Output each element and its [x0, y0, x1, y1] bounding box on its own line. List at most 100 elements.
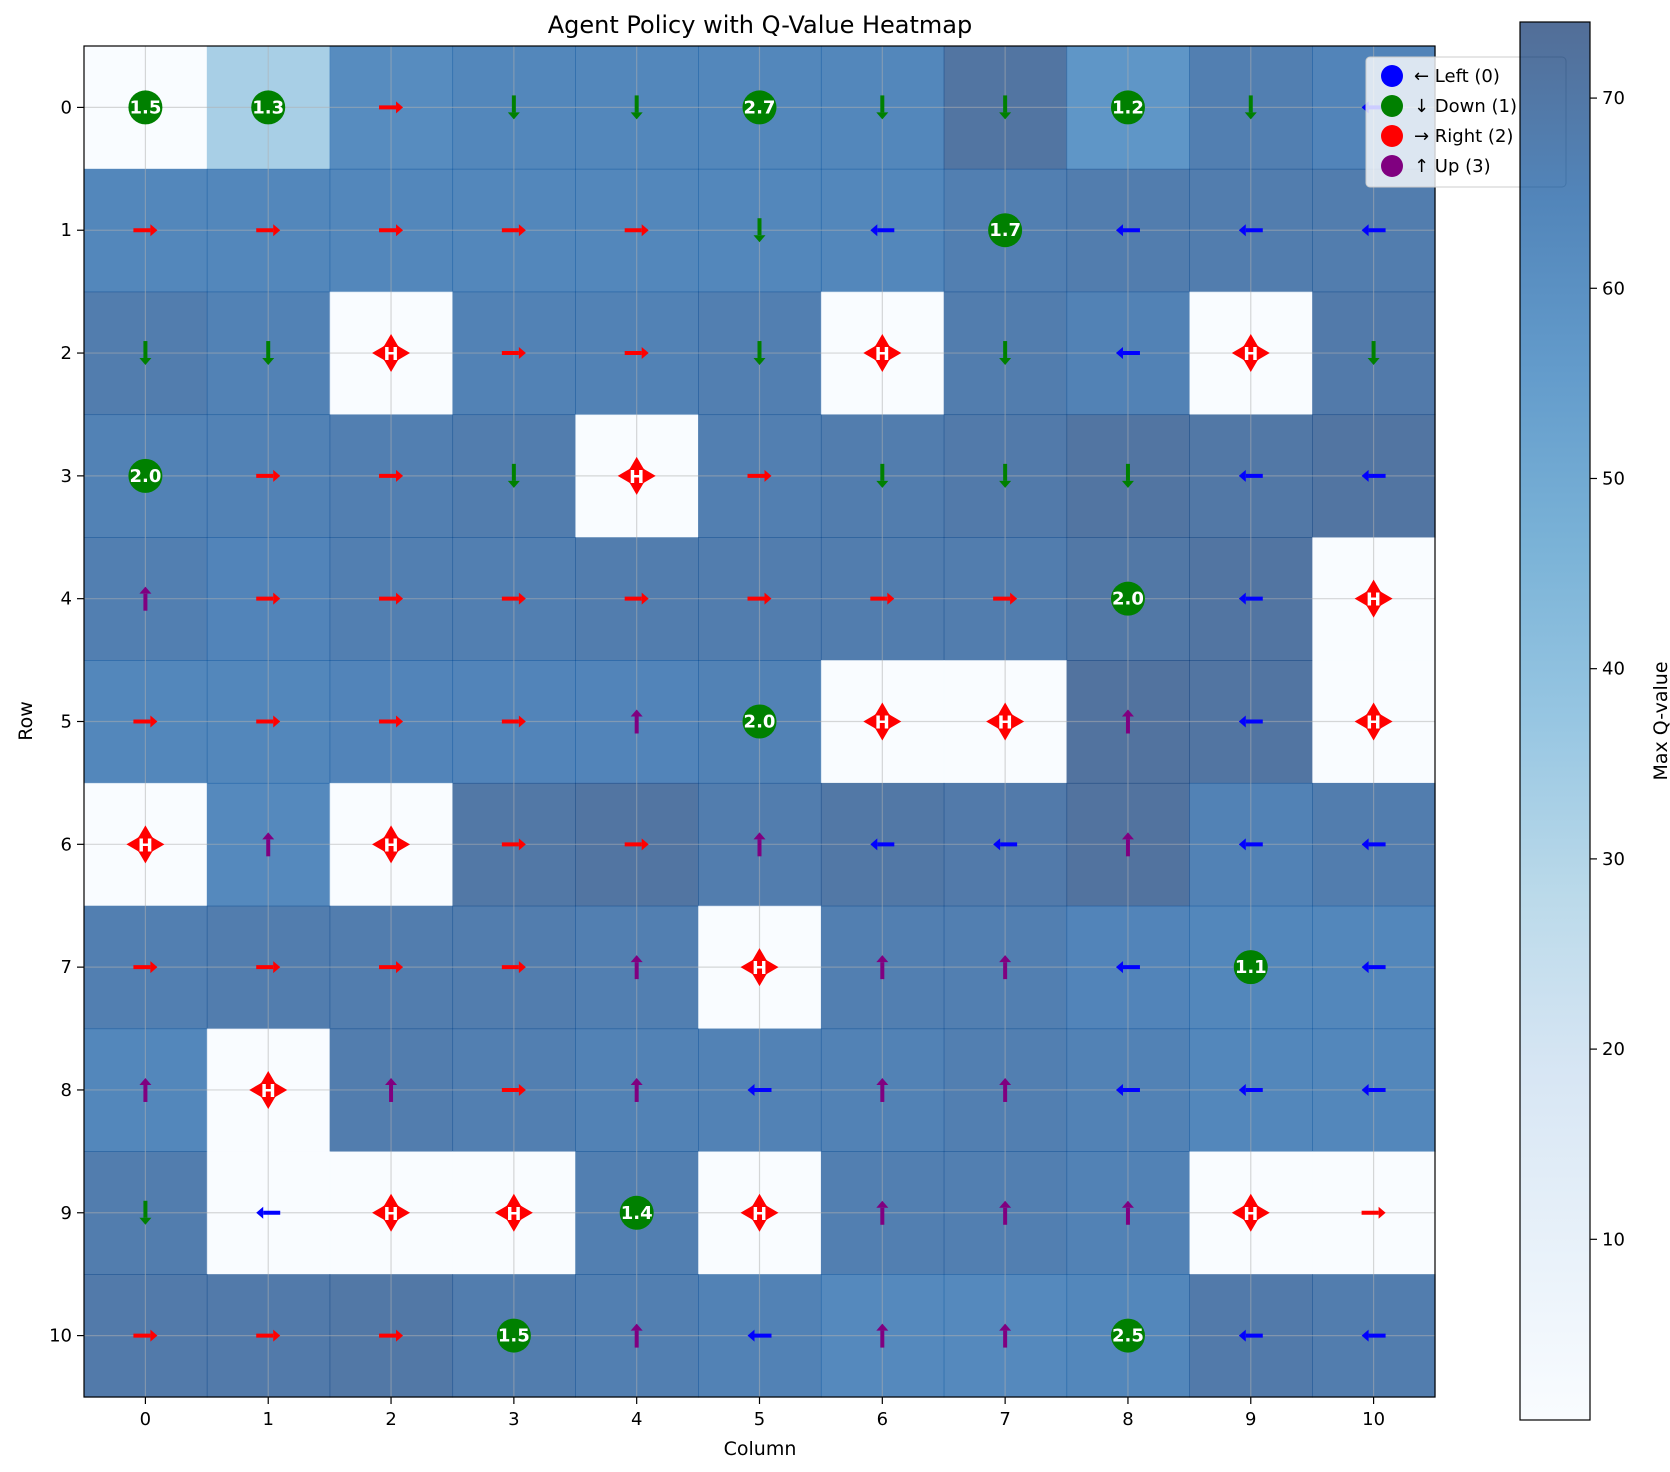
hole-core: [1359, 584, 1388, 613]
hole-marker: H: [740, 948, 779, 987]
colorbar-tick-label: 30: [1602, 849, 1625, 870]
hole-core: [376, 338, 406, 368]
hole-marker: H: [372, 1193, 411, 1232]
arrow-head: [1361, 838, 1369, 851]
up-arrow-icon: [630, 1323, 643, 1348]
arrow-head: [150, 715, 158, 728]
down-arrow-icon: [1367, 341, 1380, 366]
left-arrow-icon: [747, 1083, 772, 1096]
value-marker-label: 2.0: [744, 712, 776, 733]
arrow-head: [1115, 1083, 1123, 1096]
hole-label: H: [629, 467, 644, 488]
value-marker: 2.0: [742, 704, 777, 739]
arrow-head: [273, 961, 281, 974]
left-arrow-icon: [1238, 1329, 1263, 1342]
left-arrow-icon: [1361, 961, 1386, 974]
y-tick-label: 7: [61, 957, 72, 978]
arrow-head: [630, 955, 643, 963]
arrow-head: [876, 480, 889, 488]
arrow-head: [396, 224, 404, 237]
arrow-head: [764, 592, 772, 605]
arrow-head: [139, 1077, 152, 1085]
hole-core: [745, 1198, 774, 1227]
colorbar-label: Max Q-value: [1650, 661, 1670, 780]
arrow-head: [385, 1077, 398, 1085]
arrow-head: [396, 715, 404, 728]
hole-marker: H: [494, 1193, 533, 1232]
arrow-head: [747, 1329, 755, 1342]
left-arrow-icon: [1238, 838, 1263, 851]
arrow-head: [999, 480, 1012, 488]
arrow-head: [518, 715, 526, 728]
hole-label: H: [752, 1204, 767, 1225]
legend-marker: [1381, 65, 1403, 87]
hole-label: H: [875, 713, 890, 734]
up-arrow-icon: [1121, 709, 1134, 734]
right-arrow-icon: [993, 592, 1018, 605]
up-arrow-icon: [385, 1077, 398, 1102]
right-arrow-icon: [256, 592, 281, 605]
x-tick-label: 6: [877, 1409, 888, 1430]
right-arrow-icon: [501, 961, 526, 974]
up-arrow-icon: [876, 1323, 889, 1348]
value-marker-label: 2.5: [1112, 1326, 1144, 1347]
left-arrow-icon: [1361, 224, 1386, 237]
value-marker-label: 1.7: [989, 220, 1021, 241]
hole-label: H: [875, 344, 890, 365]
arrow-head: [396, 101, 404, 114]
value-marker-circle: [1110, 581, 1145, 616]
value-marker-label: 1.4: [621, 1203, 653, 1224]
arrow-head: [1115, 347, 1123, 360]
legend-marker: [1381, 155, 1403, 177]
down-arrow-icon: [630, 95, 643, 120]
down-arrow-icon: [753, 341, 766, 366]
left-arrow-icon: [1115, 1083, 1140, 1096]
value-marker-label: 2.0: [129, 466, 161, 487]
left-arrow-icon: [870, 224, 895, 237]
left-arrow-icon: [1115, 347, 1140, 360]
arrow-head: [139, 1217, 152, 1225]
y-tick-label: 9: [61, 1203, 72, 1224]
right-arrow-icon: [379, 224, 404, 237]
arrow-head: [1238, 838, 1246, 851]
right-arrow-icon: [501, 224, 526, 237]
hole-marker: H: [863, 334, 902, 373]
left-arrow-icon: [1238, 224, 1263, 237]
y-tick-label: 3: [61, 466, 72, 487]
right-arrow-icon: [501, 715, 526, 728]
value-marker: 2.0: [1110, 581, 1145, 616]
legend-label: ↑ Up (3): [1414, 156, 1491, 177]
y-tick-label: 2: [61, 343, 72, 364]
right-arrow-icon: [624, 592, 649, 605]
arrow-head: [630, 1077, 643, 1085]
arrow-head: [1361, 224, 1369, 237]
arrow-head: [1238, 1329, 1246, 1342]
right-arrow-icon: [379, 715, 404, 728]
left-arrow-icon: [870, 838, 895, 851]
left-arrow-icon: [1361, 838, 1386, 851]
arrow-head: [518, 347, 526, 360]
colorbar-gradient: [1520, 22, 1590, 1420]
arrow-head: [518, 961, 526, 974]
arrow-head: [1121, 832, 1134, 840]
value-marker: 2.5: [1110, 1318, 1145, 1353]
right-arrow-icon: [624, 347, 649, 360]
arrow-head: [630, 112, 643, 120]
arrow-head: [1010, 592, 1018, 605]
hole-label: H: [261, 1081, 276, 1102]
up-arrow-icon: [630, 1077, 643, 1102]
colorbar-tick-label: 20: [1602, 1039, 1625, 1060]
down-arrow-icon: [999, 463, 1012, 488]
legend-label: ↓ Down (1): [1414, 96, 1517, 117]
arrow-head: [1378, 1206, 1386, 1219]
right-arrow-icon: [256, 224, 281, 237]
down-arrow-icon: [999, 341, 1012, 366]
hole-label: H: [1366, 590, 1381, 611]
up-arrow-icon: [139, 1077, 152, 1102]
up-arrow-icon: [139, 586, 152, 611]
left-arrow-icon: [1238, 1083, 1263, 1096]
legend-marker: [1381, 125, 1403, 147]
arrow-head: [518, 224, 526, 237]
hole-marker: H: [126, 825, 165, 864]
